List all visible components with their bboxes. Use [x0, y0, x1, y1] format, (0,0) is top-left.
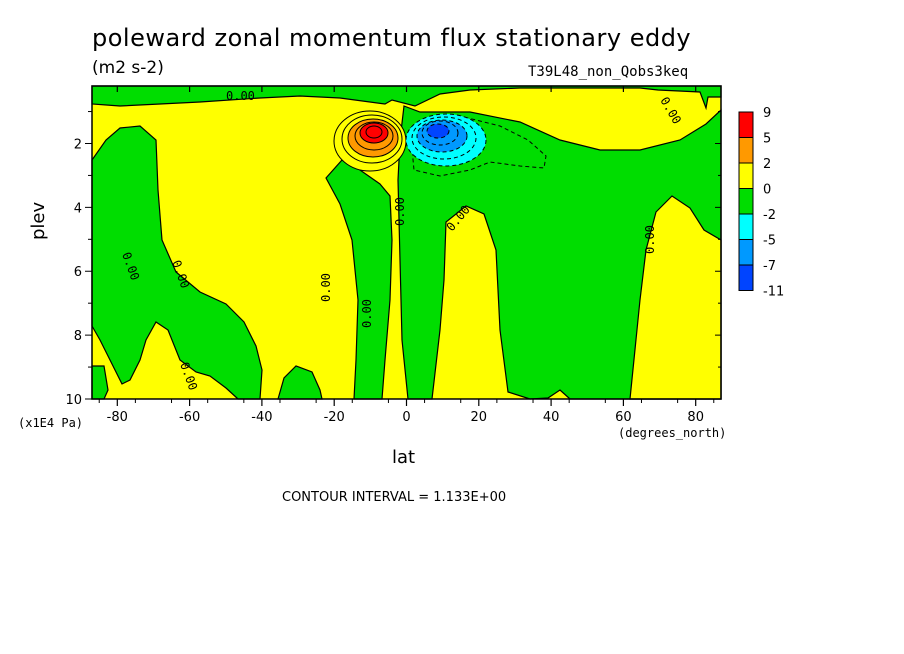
- x-tick-label: -20: [324, 410, 345, 425]
- zero-label-e2: 0.00: [643, 225, 657, 254]
- y-tick-label: 8: [74, 329, 82, 344]
- legend-level-label: -5: [763, 234, 776, 249]
- legend-swatch: [738, 264, 754, 291]
- y-tick-label: 10: [65, 393, 82, 408]
- legend-level-label: 0: [763, 183, 771, 198]
- y-tick-label: 2: [74, 137, 82, 152]
- legend-swatch: [738, 162, 754, 189]
- legend-swatch: [738, 213, 754, 240]
- legend-swatch: [738, 188, 754, 215]
- legend-swatch: [738, 137, 754, 164]
- x-axis: -80 -60 -40 -20 0 20 40 60 80: [98, 86, 715, 425]
- x-tick-label: -80: [107, 410, 128, 425]
- x-axis-units: (degrees_north): [618, 426, 727, 440]
- contour-interval: CONTOUR INTERVAL = 1.133E+00: [282, 490, 507, 505]
- region-negative-top: [91, 85, 722, 111]
- min-contour-5: [426, 123, 450, 139]
- x-tick-label: -40: [251, 410, 272, 425]
- x-axis-label: lat: [392, 447, 416, 468]
- legend-swatch: [738, 239, 754, 266]
- legend-level-label: 5: [763, 132, 771, 147]
- y-axis: 2 4 6 8 10: [65, 111, 721, 408]
- y-tick-label: 6: [74, 265, 82, 280]
- legend-level-label: -11: [763, 285, 784, 300]
- min-contour-outer: [409, 115, 547, 177]
- zero-label-top: 0.00: [226, 89, 255, 103]
- run-label: T39L48_non_Qobs3keq: [528, 64, 689, 80]
- x-tick-label: 60: [615, 410, 632, 425]
- y-axis-units: (x1E4 Pa): [18, 416, 84, 430]
- chart-title: poleward zonal momentum flux stationary …: [92, 24, 692, 52]
- zero-label-c2: 0.00: [360, 299, 374, 328]
- legend-level-label: 9: [763, 106, 771, 121]
- legend-level-label: -2: [763, 208, 776, 223]
- x-tick-label: 40: [543, 410, 560, 425]
- color-legend: 9 5 2 0 -2 -5 -7 -11: [738, 106, 784, 300]
- legend-swatch: [738, 111, 754, 138]
- chart-units: (m2 s-2): [92, 58, 164, 78]
- x-tick-label: -60: [179, 410, 200, 425]
- legend-level-label: -7: [763, 259, 776, 274]
- legend-level-label: 2: [763, 157, 771, 172]
- max-contour-6: [365, 125, 383, 139]
- region-negative-center: [325, 159, 393, 400]
- x-tick-label: 20: [471, 410, 488, 425]
- x-tick-label: 0: [402, 410, 410, 425]
- zero-label-c3: 0.00: [393, 197, 407, 226]
- x-tick-label: 80: [687, 410, 704, 425]
- y-tick-label: 4: [74, 201, 82, 216]
- zero-label-c1: 0.00: [319, 273, 333, 302]
- plot-area: 0.00 0.00 0.00 0.00 0.00 0.00 0.00 0.00 …: [91, 85, 722, 400]
